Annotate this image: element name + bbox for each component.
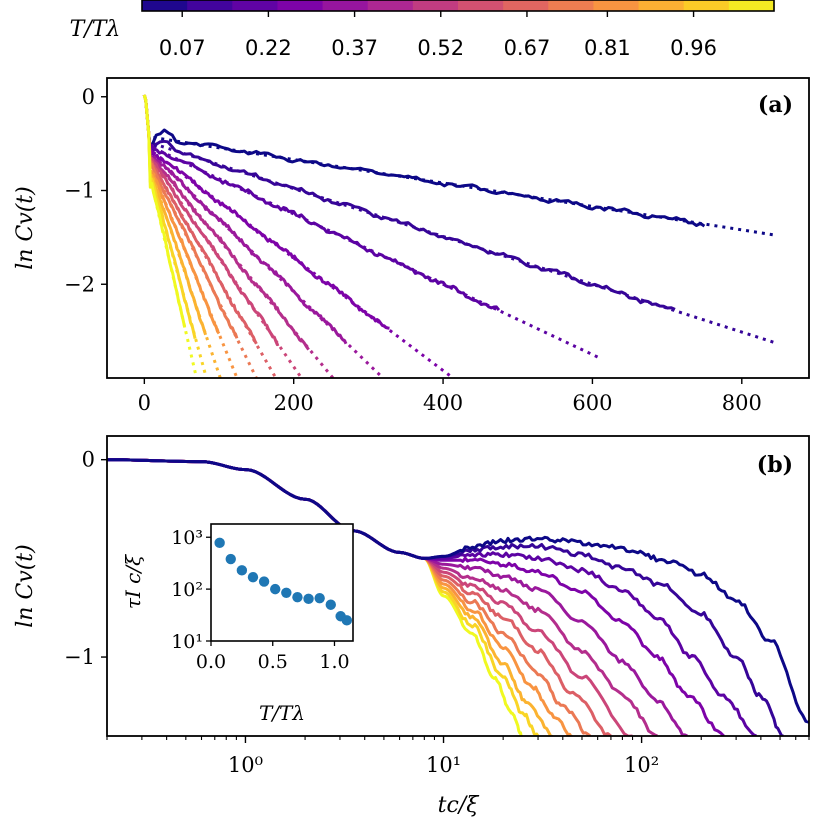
- colorbar-tick-label: 0.81: [584, 36, 631, 60]
- panel-b-xtick-label: 10¹: [426, 753, 461, 777]
- panel-a-ylabel: ln Cv(t): [13, 186, 38, 269]
- panel-a-curve: [142, 94, 208, 336]
- panel-b-frame: [106, 435, 810, 737]
- colorbar-frame: [141, 0, 775, 12]
- panel-a-fit-line: [152, 164, 277, 378]
- panel-b-xtick-label: 10²: [624, 753, 659, 777]
- colorbar-cell: [232, 0, 279, 11]
- colorbar-cell: [322, 0, 369, 11]
- panel-a-curve: [142, 94, 390, 330]
- colorbar-cell: [277, 0, 324, 11]
- colorbar-cell: [638, 0, 685, 11]
- inset-axes: 0.0 0.5 1.0 10³ 10² 10¹: [171, 527, 349, 673]
- panel-b-series: [107, 458, 809, 736]
- panel-a-curve: [142, 94, 187, 328]
- panel-a-xtick-label: 200: [274, 391, 314, 415]
- panel-a-frame: [106, 77, 810, 379]
- inset-point: [236, 565, 248, 576]
- inset-point: [292, 591, 303, 603]
- colorbar-tick-label: 0.07: [159, 36, 206, 60]
- panel-b-ytick-label: 0: [82, 448, 95, 472]
- panel-b-label: (b): [757, 452, 793, 478]
- panel-b-xlabel: tc/ξ: [438, 793, 481, 818]
- panel-a-xtick-label: 800: [722, 391, 762, 415]
- panel-a-ytick-label: −1: [64, 179, 95, 203]
- colorbar-cell: [683, 0, 730, 11]
- panel-a-fit-line: [151, 184, 208, 378]
- inset-xtick-label: 0.5: [258, 651, 288, 673]
- panel-a-ytick-label: 0: [82, 85, 95, 109]
- panel-a-fit-line: [151, 167, 258, 378]
- panel-a-curve: [142, 94, 706, 228]
- inset-points: [214, 537, 353, 626]
- colorbar-tick-label: 0.37: [331, 36, 378, 60]
- panel-a-fit-line: [152, 142, 776, 345]
- inset-point: [214, 537, 225, 549]
- panel-a-fit-line: [151, 177, 222, 378]
- panel-a-xtick-label: 600: [572, 391, 612, 415]
- panel-a-fit-line: [152, 146, 601, 360]
- inset-xtick-label: 0.0: [196, 651, 226, 673]
- panel-b-xtick-label: 10⁰: [228, 753, 263, 777]
- panel-a-xtick-label: 0: [138, 391, 151, 415]
- inset-ytick-label: 10³: [171, 527, 203, 549]
- inset-xtick-label: 1.0: [319, 651, 349, 673]
- inset-point: [314, 592, 325, 604]
- panel-b-axes: 10⁰ 10¹ 10² 0 −1: [64, 448, 810, 777]
- colorbar-cell: [367, 0, 414, 11]
- inset-point: [281, 587, 292, 598]
- colorbar-cell: [593, 0, 640, 11]
- colorbar: 0.07 0.22 0.37 0.52 0.67 0.81 0.96 T/Tλ: [70, 0, 775, 60]
- colorbar-label: T/Tλ: [70, 17, 121, 42]
- panel-a-fit-line: [152, 154, 386, 378]
- panel-a-fit-line: [152, 161, 303, 378]
- panel-a-ytick-label: −2: [64, 272, 95, 296]
- colorbar-cells: [142, 0, 775, 11]
- inset-point: [341, 615, 353, 626]
- inset: 0.0 0.5 1.0 10³ 10² 10¹ T/Tλ τI c/ξ: [121, 523, 354, 725]
- panel-a-fit-line: [152, 158, 335, 378]
- panel-a-fit-line: [151, 172, 239, 378]
- colorbar-ticks: 0.07 0.22 0.37 0.52 0.67 0.81 0.96: [159, 11, 717, 60]
- panel-a-fit-line: [153, 136, 776, 237]
- inset-point: [325, 599, 336, 610]
- panel-a-xtick-label: 400: [423, 391, 463, 415]
- inset-point: [247, 571, 259, 583]
- panel-b-ylabel: ln Cv(t): [13, 544, 38, 627]
- panel-a-fit-line: [151, 190, 199, 378]
- inset-background: [211, 524, 353, 641]
- panel-a-axes: 0 200 400 600 800 0 −1 −2: [64, 85, 762, 415]
- inset-point: [258, 576, 270, 587]
- panel-a-curve: [142, 94, 676, 311]
- inset-point: [270, 583, 281, 595]
- colorbar-cell: [142, 0, 188, 11]
- inset-ytick-label: 10¹: [171, 631, 203, 653]
- panel-a-curve: [142, 94, 280, 347]
- panel-b-curve: [107, 458, 757, 736]
- colorbar-cell: [187, 0, 233, 11]
- colorbar-cell: [503, 0, 549, 11]
- panel-b-curve: [107, 458, 809, 724]
- inset-point: [303, 593, 314, 605]
- inset-ytick-label: 10²: [171, 579, 203, 601]
- inset-point: [225, 553, 236, 565]
- inset-frame: [210, 523, 354, 642]
- panel-a-label: (a): [758, 92, 793, 118]
- colorbar-tick-label: 0.22: [245, 36, 292, 60]
- panel-b-ytick-label: −1: [64, 645, 95, 669]
- colorbar-cell: [458, 0, 504, 11]
- panel-a-series: [142, 94, 776, 378]
- panel-b: 10⁰ 10¹ 10² 0 −1 (b) ln Cv(t) tc/ξ: [13, 435, 810, 818]
- colorbar-cell: [548, 0, 595, 11]
- panel-a: 0 200 400 600 800 0 −1 −2 (a) ln Cv(t): [13, 77, 810, 415]
- colorbar-tick-label: 0.52: [417, 36, 464, 60]
- colorbar-cell: [412, 0, 459, 11]
- inset-xlabel: T/Tλ: [259, 701, 305, 725]
- inset-ylabel: τI c/ξ: [121, 554, 145, 609]
- colorbar-tick-label: 0.96: [670, 36, 717, 60]
- colorbar-cell: [728, 0, 775, 11]
- colorbar-tick-label: 0.67: [504, 36, 551, 60]
